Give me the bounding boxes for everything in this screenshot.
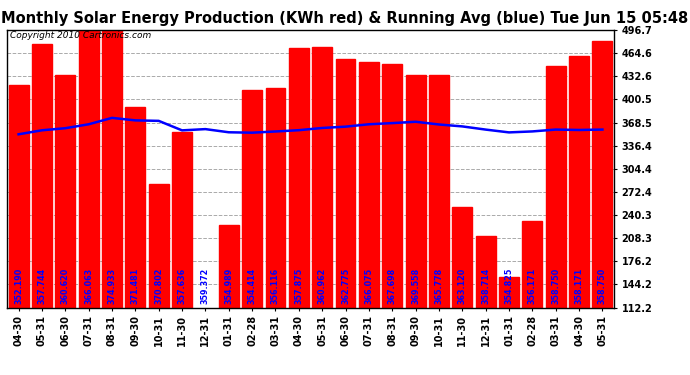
Text: 366.075: 366.075 — [364, 268, 373, 304]
Text: Copyright 2010 Cartronics.com: Copyright 2010 Cartronics.com — [10, 32, 151, 40]
Text: 362.775: 362.775 — [341, 268, 350, 304]
Text: 352.190: 352.190 — [14, 268, 23, 304]
Bar — [126, 107, 146, 375]
Text: 370.802: 370.802 — [154, 267, 164, 304]
Bar — [149, 183, 168, 375]
Bar — [242, 90, 262, 375]
Text: 357.744: 357.744 — [37, 268, 46, 304]
Text: 357.875: 357.875 — [295, 268, 304, 304]
Text: 356.171: 356.171 — [528, 268, 537, 304]
Bar — [266, 88, 286, 375]
Text: 357.636: 357.636 — [177, 268, 186, 304]
Bar — [219, 225, 239, 375]
Bar — [195, 319, 215, 375]
Bar — [335, 59, 355, 375]
Bar — [9, 85, 28, 375]
Bar — [406, 75, 426, 375]
Text: 358.171: 358.171 — [575, 268, 584, 304]
Text: 367.698: 367.698 — [388, 268, 397, 304]
Text: 358.714: 358.714 — [481, 268, 490, 304]
Bar — [569, 57, 589, 375]
Text: 374.933: 374.933 — [108, 268, 117, 304]
Bar — [172, 132, 192, 375]
Bar — [55, 75, 75, 375]
Text: 358.750: 358.750 — [598, 268, 607, 304]
Text: 354.989: 354.989 — [224, 268, 233, 304]
Text: 354.825: 354.825 — [504, 267, 513, 304]
Bar — [79, 30, 99, 375]
Text: 369.558: 369.558 — [411, 268, 420, 304]
Bar — [475, 236, 495, 375]
Bar — [453, 207, 472, 375]
Text: 366.063: 366.063 — [84, 268, 93, 304]
Text: 371.481: 371.481 — [131, 268, 140, 304]
Text: 354.414: 354.414 — [248, 268, 257, 304]
Bar — [429, 75, 449, 375]
Text: 363.120: 363.120 — [457, 268, 467, 304]
Bar — [546, 66, 566, 375]
Bar — [593, 41, 612, 375]
Bar — [382, 64, 402, 375]
Text: 356.116: 356.116 — [271, 268, 280, 304]
Bar — [313, 47, 332, 375]
Bar — [359, 62, 379, 375]
Bar — [499, 278, 519, 375]
Text: 360.962: 360.962 — [317, 268, 326, 304]
Bar — [289, 48, 308, 375]
Bar — [32, 44, 52, 375]
Bar — [522, 221, 542, 375]
Text: 358.750: 358.750 — [551, 268, 560, 304]
Bar — [102, 30, 122, 375]
Text: 365.778: 365.778 — [435, 268, 444, 304]
Text: Monthly Solar Energy Production (KWh red) & Running Avg (blue) Tue Jun 15 05:48: Monthly Solar Energy Production (KWh red… — [1, 11, 689, 26]
Text: 359.372: 359.372 — [201, 268, 210, 304]
Text: 360.620: 360.620 — [61, 268, 70, 304]
